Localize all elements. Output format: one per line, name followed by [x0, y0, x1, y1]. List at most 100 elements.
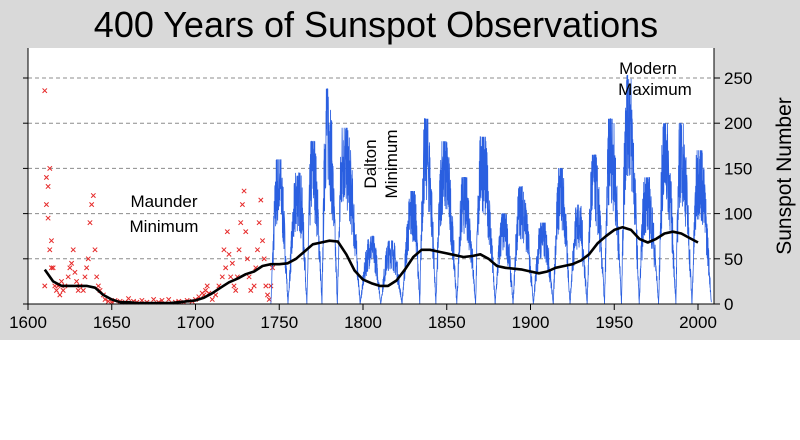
y-tick-label: 0 [724, 295, 733, 314]
early-observation-point [204, 283, 210, 289]
early-observation-point [43, 202, 49, 208]
early-observation-point [60, 287, 66, 293]
marker-stroke [236, 247, 242, 253]
y-tick-label: 250 [724, 69, 752, 88]
marker-stroke [70, 247, 76, 253]
early-observation-point [45, 183, 51, 190]
marker-stroke [42, 283, 48, 289]
marker-stroke [68, 260, 75, 266]
annotation-maunder-line1: Maunder [130, 192, 197, 211]
early-observation-point [87, 220, 93, 226]
early-observation-point [45, 215, 51, 221]
x-tick-label: 1600 [9, 313, 47, 332]
early-observation-point [243, 229, 249, 235]
early-observation-point [125, 296, 132, 302]
marker-stroke [219, 274, 225, 280]
x-tick-label: 2000 [679, 313, 717, 332]
sunspot-chart: 400 Years of Sunspot Observations 1600 16… [9, 4, 796, 332]
early-observation-point [94, 274, 100, 280]
early-observation-point [254, 247, 261, 253]
marker-stroke [57, 292, 63, 298]
monthly-sunspot-series [270, 74, 712, 305]
chart-title: 400 Years of Sunspot Observations [94, 4, 658, 45]
chart-figure: 400 Years of Sunspot Observations 1600 16… [0, 0, 800, 340]
early-observation-point [80, 287, 86, 293]
x-tick-label: 1950 [595, 313, 633, 332]
marker-stroke [75, 287, 81, 293]
early-observation-point [166, 296, 172, 303]
annotation-dalton-line1: Dalton [361, 139, 380, 188]
early-observation-point [151, 296, 157, 303]
early-observation-point [239, 202, 245, 208]
early-observation-point [226, 251, 232, 257]
marker-stroke [90, 192, 96, 199]
early-observation-point [70, 247, 76, 253]
marker-stroke [82, 274, 88, 280]
x-tick-label: 1800 [344, 313, 382, 332]
marker-stroke [43, 202, 49, 208]
early-observation-point [48, 238, 55, 244]
early-observation-point [231, 283, 237, 289]
early-observation-point [67, 265, 73, 271]
marker-stroke [151, 296, 157, 303]
marker-stroke [228, 274, 234, 280]
marker-stroke [241, 188, 247, 194]
marker-stroke [60, 287, 66, 293]
early-observation-point [228, 274, 234, 280]
early-observation-point [84, 265, 90, 271]
early-observation-point [47, 165, 53, 171]
marker-stroke [53, 287, 60, 293]
marker-stroke [125, 296, 132, 302]
early-observation-point [85, 256, 91, 262]
marker-stroke [45, 183, 51, 190]
marker-stroke [166, 296, 172, 303]
early-observation-point [241, 188, 247, 194]
early-observation-point [72, 269, 78, 275]
marker-stroke [246, 274, 252, 280]
marker-stroke [95, 283, 101, 289]
marker-stroke [74, 278, 80, 284]
marker-stroke [48, 265, 55, 271]
marker-stroke [244, 256, 250, 262]
early-observation-point [244, 256, 250, 262]
early-observation-point [57, 292, 63, 298]
early-observation-point [251, 283, 257, 289]
marker-stroke [84, 265, 90, 271]
marker-stroke [266, 296, 272, 303]
early-observation-point [259, 238, 266, 244]
marker-stroke [47, 165, 53, 171]
early-observation-point [248, 287, 254, 293]
early-observation-point [224, 229, 230, 235]
early-observation-point [264, 292, 271, 298]
x-tick-label: 1650 [93, 313, 131, 332]
annotation-dalton-line2: Minimum [382, 130, 401, 199]
marker-stroke [233, 287, 239, 293]
marker-stroke [201, 292, 207, 298]
marker-stroke [259, 238, 266, 244]
early-observation-point [42, 283, 48, 289]
early-observation-point [233, 287, 239, 293]
x-tick-label: 1700 [177, 313, 215, 332]
early-observation-point [268, 283, 274, 289]
marker-stroke [58, 278, 65, 284]
marker-stroke [92, 247, 98, 253]
marker-stroke [238, 220, 244, 226]
annotation-modern-line2: Maximum [618, 80, 692, 99]
marker-stroke [89, 202, 95, 208]
early-observation-point [74, 278, 80, 284]
marker-stroke [47, 247, 53, 253]
early-observation-point [75, 287, 81, 293]
marker-stroke [248, 287, 254, 293]
marker-stroke [239, 202, 245, 208]
marker-stroke [67, 265, 73, 271]
early-observation-point [58, 278, 65, 284]
x-axis-ticks: 1600 1650 1700 1750 1800 1850 1900 1950 2000 [9, 304, 717, 332]
marker-stroke [50, 265, 56, 271]
plot-area [28, 48, 714, 304]
early-observation-point [258, 197, 264, 203]
early-observation-point [236, 247, 242, 253]
marker-stroke [261, 256, 267, 262]
marker-stroke [263, 283, 269, 289]
early-observation-point [219, 274, 225, 280]
marker-stroke [45, 215, 51, 221]
